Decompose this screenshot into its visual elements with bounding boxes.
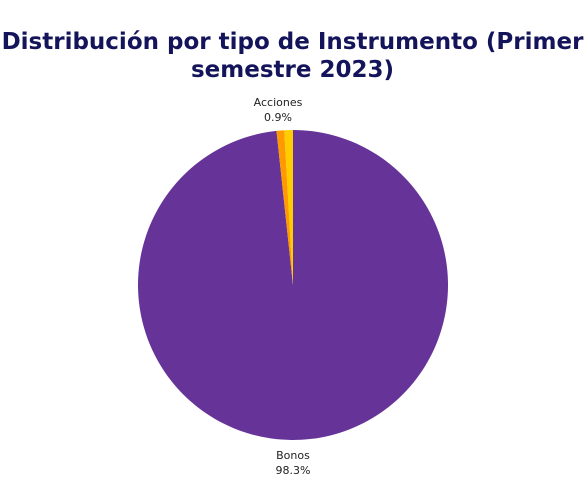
pie-slice-acciones — [284, 130, 293, 285]
pie-slices — [138, 130, 449, 441]
slice-label-acciones: Acciones — [254, 96, 303, 109]
chart-title-line-1: Distribución por tipo de Instrumento (Pr… — [1, 29, 584, 55]
pie-slice-unlabeled-1 — [276, 130, 293, 285]
slice-value-acciones: 0.9% — [264, 111, 292, 124]
slice-value-bonos: 98.3% — [276, 464, 311, 477]
chart-title-line-2: semestre 2023) — [190, 57, 394, 83]
pie-labels: Acciones 0.9% Bonos 98.3% — [254, 96, 311, 477]
chart-title: Distribución por tipo de Instrumento (Pr… — [0, 28, 585, 84]
pie-slice-bonos — [138, 130, 449, 441]
slice-label-bonos: Bonos — [276, 449, 310, 462]
